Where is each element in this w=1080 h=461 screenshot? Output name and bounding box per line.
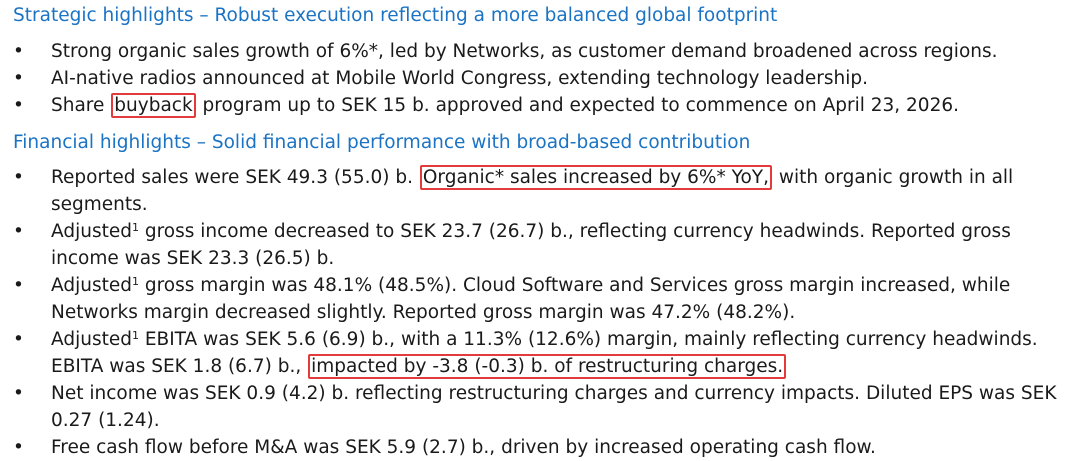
footnote-marker: 1 (131, 328, 139, 342)
bullet-text-after: program up to SEK 15 b. approved and exp… (196, 95, 959, 116)
bullet-lead: Adjusted (51, 221, 132, 242)
list-item: • Adjusted1 gross income decreased to SEK… (0, 218, 1080, 272)
strategic-highlights-list: • Strong organic sales growth of 6%*, le… (0, 38, 1080, 119)
bullet-icon: • (13, 383, 24, 404)
list-item: • Share buyback program up to SEK 15 b. a… (0, 92, 1080, 119)
bullet-text: Free cash flow before M&A was SEK 5.9 (2… (51, 437, 876, 458)
bullet-text: Net income was SEK 0.9 (4.2) b. reflecti… (51, 383, 1057, 431)
bullet-icon: • (13, 329, 24, 350)
bullet-text-before: Share (51, 95, 111, 116)
list-item: • Adjusted1 EBITA was SEK 5.6 (6.9) b., w… (0, 326, 1080, 380)
bullet-text-before: EBITA was SEK 5.6 (6.9) b., with a 11.3%… (51, 329, 1038, 377)
bullet-text-before: Reported sales were SEK 49.3 (55.0) b. (51, 167, 419, 188)
bullet-icon: • (13, 221, 24, 242)
highlighted-phrase: impacted by -3.8 (-0.3) b. of restructur… (308, 354, 787, 379)
bullet-icon: • (13, 95, 24, 116)
highlighted-phrase: Organic* sales increased by 6%* YoY, (419, 165, 772, 190)
bullet-text: gross income decreased to SEK 23.7 (26.7… (51, 221, 1011, 269)
bullet-text: Strong organic sales growth of 6%*, led … (51, 41, 998, 62)
footnote-marker: 1 (131, 274, 139, 288)
highlighted-phrase: buyback (111, 93, 196, 118)
bullet-lead: Adjusted (51, 329, 132, 350)
strategic-highlights-heading: Strategic highlights – Robust execution … (13, 5, 778, 26)
list-item: • Net income was SEK 0.9 (4.2) b. reflec… (0, 380, 1080, 434)
highlights-page: Strategic highlights – Robust execution … (0, 5, 1080, 458)
list-item: • Free cash flow before M&A was SEK 5.9 … (0, 434, 1080, 461)
list-item: • Adjusted1 gross margin was 48.1% (48.5%… (0, 272, 1080, 326)
list-item: • AI-native radios announced at Mobile W… (0, 65, 1080, 92)
footnote-marker: 1 (131, 220, 139, 234)
bullet-text: AI-native radios announced at Mobile Wor… (51, 68, 869, 89)
bullet-icon: • (13, 275, 24, 296)
bullet-icon: • (13, 68, 24, 89)
bullet-text-after: with organic growth in all segments. (51, 167, 1014, 215)
financial-highlights-list: • Reported sales were SEK 49.3 (55.0) b. … (0, 164, 1080, 461)
bullet-text: gross margin was 48.1% (48.5%). Cloud So… (51, 275, 1011, 323)
bullet-icon: • (13, 41, 24, 62)
bullet-lead: Adjusted (51, 275, 132, 296)
bullet-icon: • (13, 167, 24, 188)
list-item: • Reported sales were SEK 49.3 (55.0) b. … (0, 164, 1080, 218)
financial-highlights-heading: Financial highlights – Solid financial p… (13, 132, 751, 153)
list-item: • Strong organic sales growth of 6%*, le… (0, 38, 1080, 65)
bullet-icon: • (13, 437, 24, 458)
